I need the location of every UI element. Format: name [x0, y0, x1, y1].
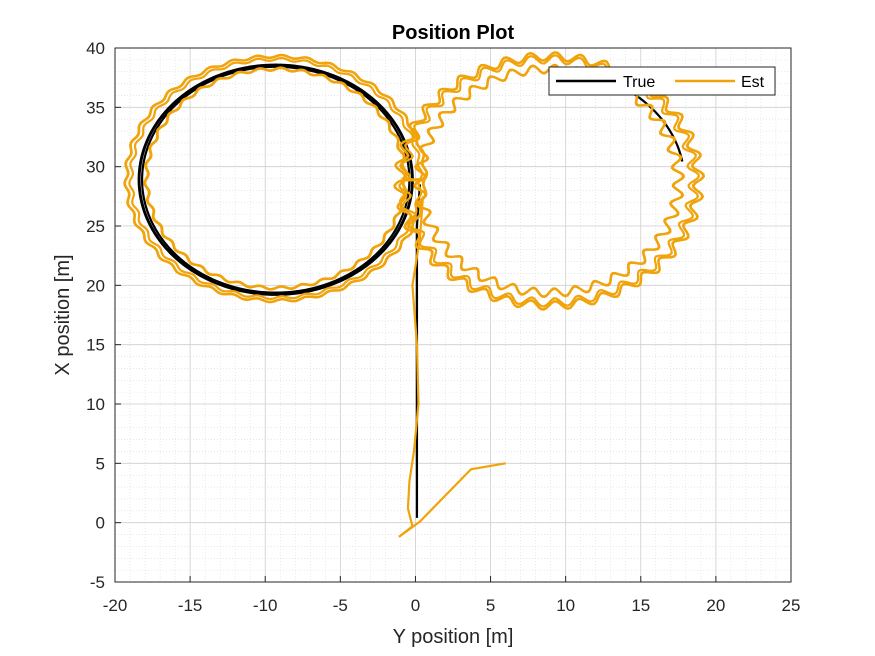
y-axis-ticks: -5 0 5 10 15 20 25 30 35 40: [86, 39, 121, 592]
y-tick-label: 20: [86, 276, 105, 295]
x-axis-ticks: -20 -15 -10 -5 0 5 10 15 20 25: [103, 576, 801, 615]
series-est-loop-line: [123, 53, 429, 304]
x-tick-label: 10: [556, 596, 575, 615]
y-tick-label: 5: [96, 454, 105, 473]
y-tick-label: 15: [86, 336, 105, 355]
y-tick-label: 10: [86, 395, 105, 414]
x-axis-label: Y position [m]: [393, 626, 514, 648]
x-tick-label: 15: [631, 596, 650, 615]
x-tick-label: 25: [782, 596, 801, 615]
axes-box: [114, 47, 792, 583]
series-est-start-line: [398, 196, 506, 538]
x-tick-label: 20: [706, 596, 725, 615]
series-true-loop-line: [137, 63, 414, 296]
plot-area: [123, 51, 706, 538]
chart-title: Position Plot: [392, 22, 515, 44]
y-tick-label: 25: [86, 217, 105, 236]
x-tick-label: -10: [253, 596, 278, 615]
x-tick-label: -15: [178, 596, 203, 615]
x-tick-label: -5: [333, 596, 348, 615]
legend-label-true: True: [623, 74, 655, 91]
y-tick-label: -5: [90, 573, 105, 592]
x-tick-label: 0: [411, 596, 420, 615]
legend-label-est: Est: [741, 74, 765, 91]
y-tick-label: 35: [86, 98, 105, 117]
y-tick-label: 0: [96, 514, 105, 533]
legend: True Est: [548, 66, 776, 96]
x-tick-label: -20: [103, 596, 128, 615]
y-tick-label: 40: [86, 39, 105, 58]
x-tick-label: 5: [486, 596, 495, 615]
series-est-loop-line: [393, 51, 706, 311]
axes-frame: [114, 47, 792, 583]
y-axis-label: X position [m]: [52, 254, 74, 375]
y-tick-label: 30: [86, 158, 105, 177]
